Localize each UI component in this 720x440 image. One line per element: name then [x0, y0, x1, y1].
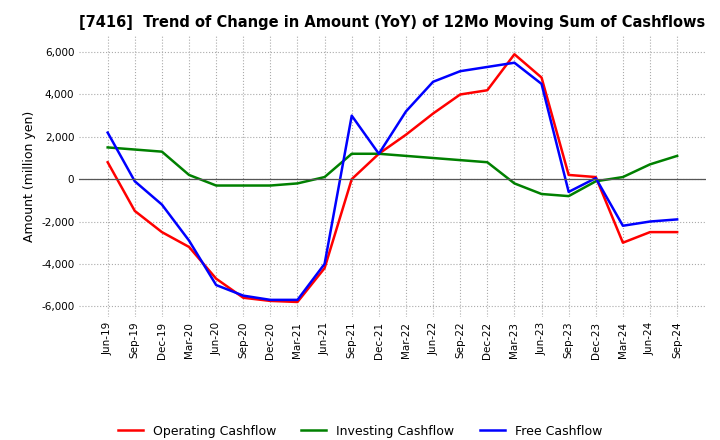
Free Cashflow [618, 223, 627, 228]
Operating Cashflow [266, 298, 275, 304]
Operating Cashflow [130, 208, 139, 213]
Line: Free Cashflow: Free Cashflow [108, 63, 677, 300]
Investing Cashflow [185, 172, 194, 178]
Free Cashflow [239, 293, 248, 298]
Free Cashflow [266, 297, 275, 303]
Free Cashflow [320, 261, 329, 267]
Y-axis label: Amount (million yen): Amount (million yen) [22, 110, 35, 242]
Operating Cashflow [239, 295, 248, 301]
Line: Operating Cashflow: Operating Cashflow [108, 54, 677, 302]
Investing Cashflow [510, 181, 518, 186]
Operating Cashflow [348, 176, 356, 182]
Free Cashflow [646, 219, 654, 224]
Investing Cashflow [618, 174, 627, 180]
Operating Cashflow [618, 240, 627, 246]
Operating Cashflow [591, 174, 600, 180]
Operating Cashflow [428, 111, 437, 116]
Investing Cashflow [428, 155, 437, 161]
Free Cashflow [130, 179, 139, 184]
Free Cashflow [348, 113, 356, 118]
Operating Cashflow [402, 132, 410, 137]
Operating Cashflow [212, 276, 220, 281]
Free Cashflow [293, 297, 302, 303]
Investing Cashflow [591, 179, 600, 184]
Investing Cashflow [212, 183, 220, 188]
Investing Cashflow [402, 153, 410, 158]
Investing Cashflow [293, 181, 302, 186]
Free Cashflow [672, 217, 681, 222]
Title: [7416]  Trend of Change in Amount (YoY) of 12Mo Moving Sum of Cashflows: [7416] Trend of Change in Amount (YoY) o… [79, 15, 706, 30]
Investing Cashflow [374, 151, 383, 156]
Investing Cashflow [239, 183, 248, 188]
Free Cashflow [591, 176, 600, 181]
Investing Cashflow [104, 145, 112, 150]
Free Cashflow [510, 60, 518, 66]
Free Cashflow [537, 81, 546, 87]
Free Cashflow [402, 109, 410, 114]
Investing Cashflow [456, 158, 464, 163]
Operating Cashflow [456, 92, 464, 97]
Free Cashflow [428, 79, 437, 84]
Investing Cashflow [672, 153, 681, 158]
Investing Cashflow [646, 162, 654, 167]
Operating Cashflow [646, 230, 654, 235]
Investing Cashflow [483, 160, 492, 165]
Operating Cashflow [483, 88, 492, 93]
Investing Cashflow [537, 191, 546, 197]
Operating Cashflow [564, 172, 573, 178]
Investing Cashflow [320, 174, 329, 180]
Investing Cashflow [158, 149, 166, 154]
Operating Cashflow [293, 299, 302, 304]
Free Cashflow [158, 202, 166, 207]
Investing Cashflow [130, 147, 139, 152]
Free Cashflow [185, 238, 194, 243]
Free Cashflow [212, 282, 220, 288]
Free Cashflow [456, 69, 464, 74]
Operating Cashflow [185, 244, 194, 249]
Operating Cashflow [158, 230, 166, 235]
Operating Cashflow [510, 51, 518, 57]
Operating Cashflow [537, 75, 546, 80]
Operating Cashflow [320, 265, 329, 271]
Line: Investing Cashflow: Investing Cashflow [108, 147, 677, 196]
Investing Cashflow [348, 151, 356, 156]
Investing Cashflow [564, 194, 573, 199]
Free Cashflow [374, 151, 383, 156]
Investing Cashflow [266, 183, 275, 188]
Operating Cashflow [374, 151, 383, 156]
Operating Cashflow [672, 230, 681, 235]
Free Cashflow [104, 130, 112, 135]
Legend: Operating Cashflow, Investing Cashflow, Free Cashflow: Operating Cashflow, Investing Cashflow, … [113, 420, 607, 440]
Operating Cashflow [104, 160, 112, 165]
Free Cashflow [564, 189, 573, 194]
Free Cashflow [483, 64, 492, 70]
